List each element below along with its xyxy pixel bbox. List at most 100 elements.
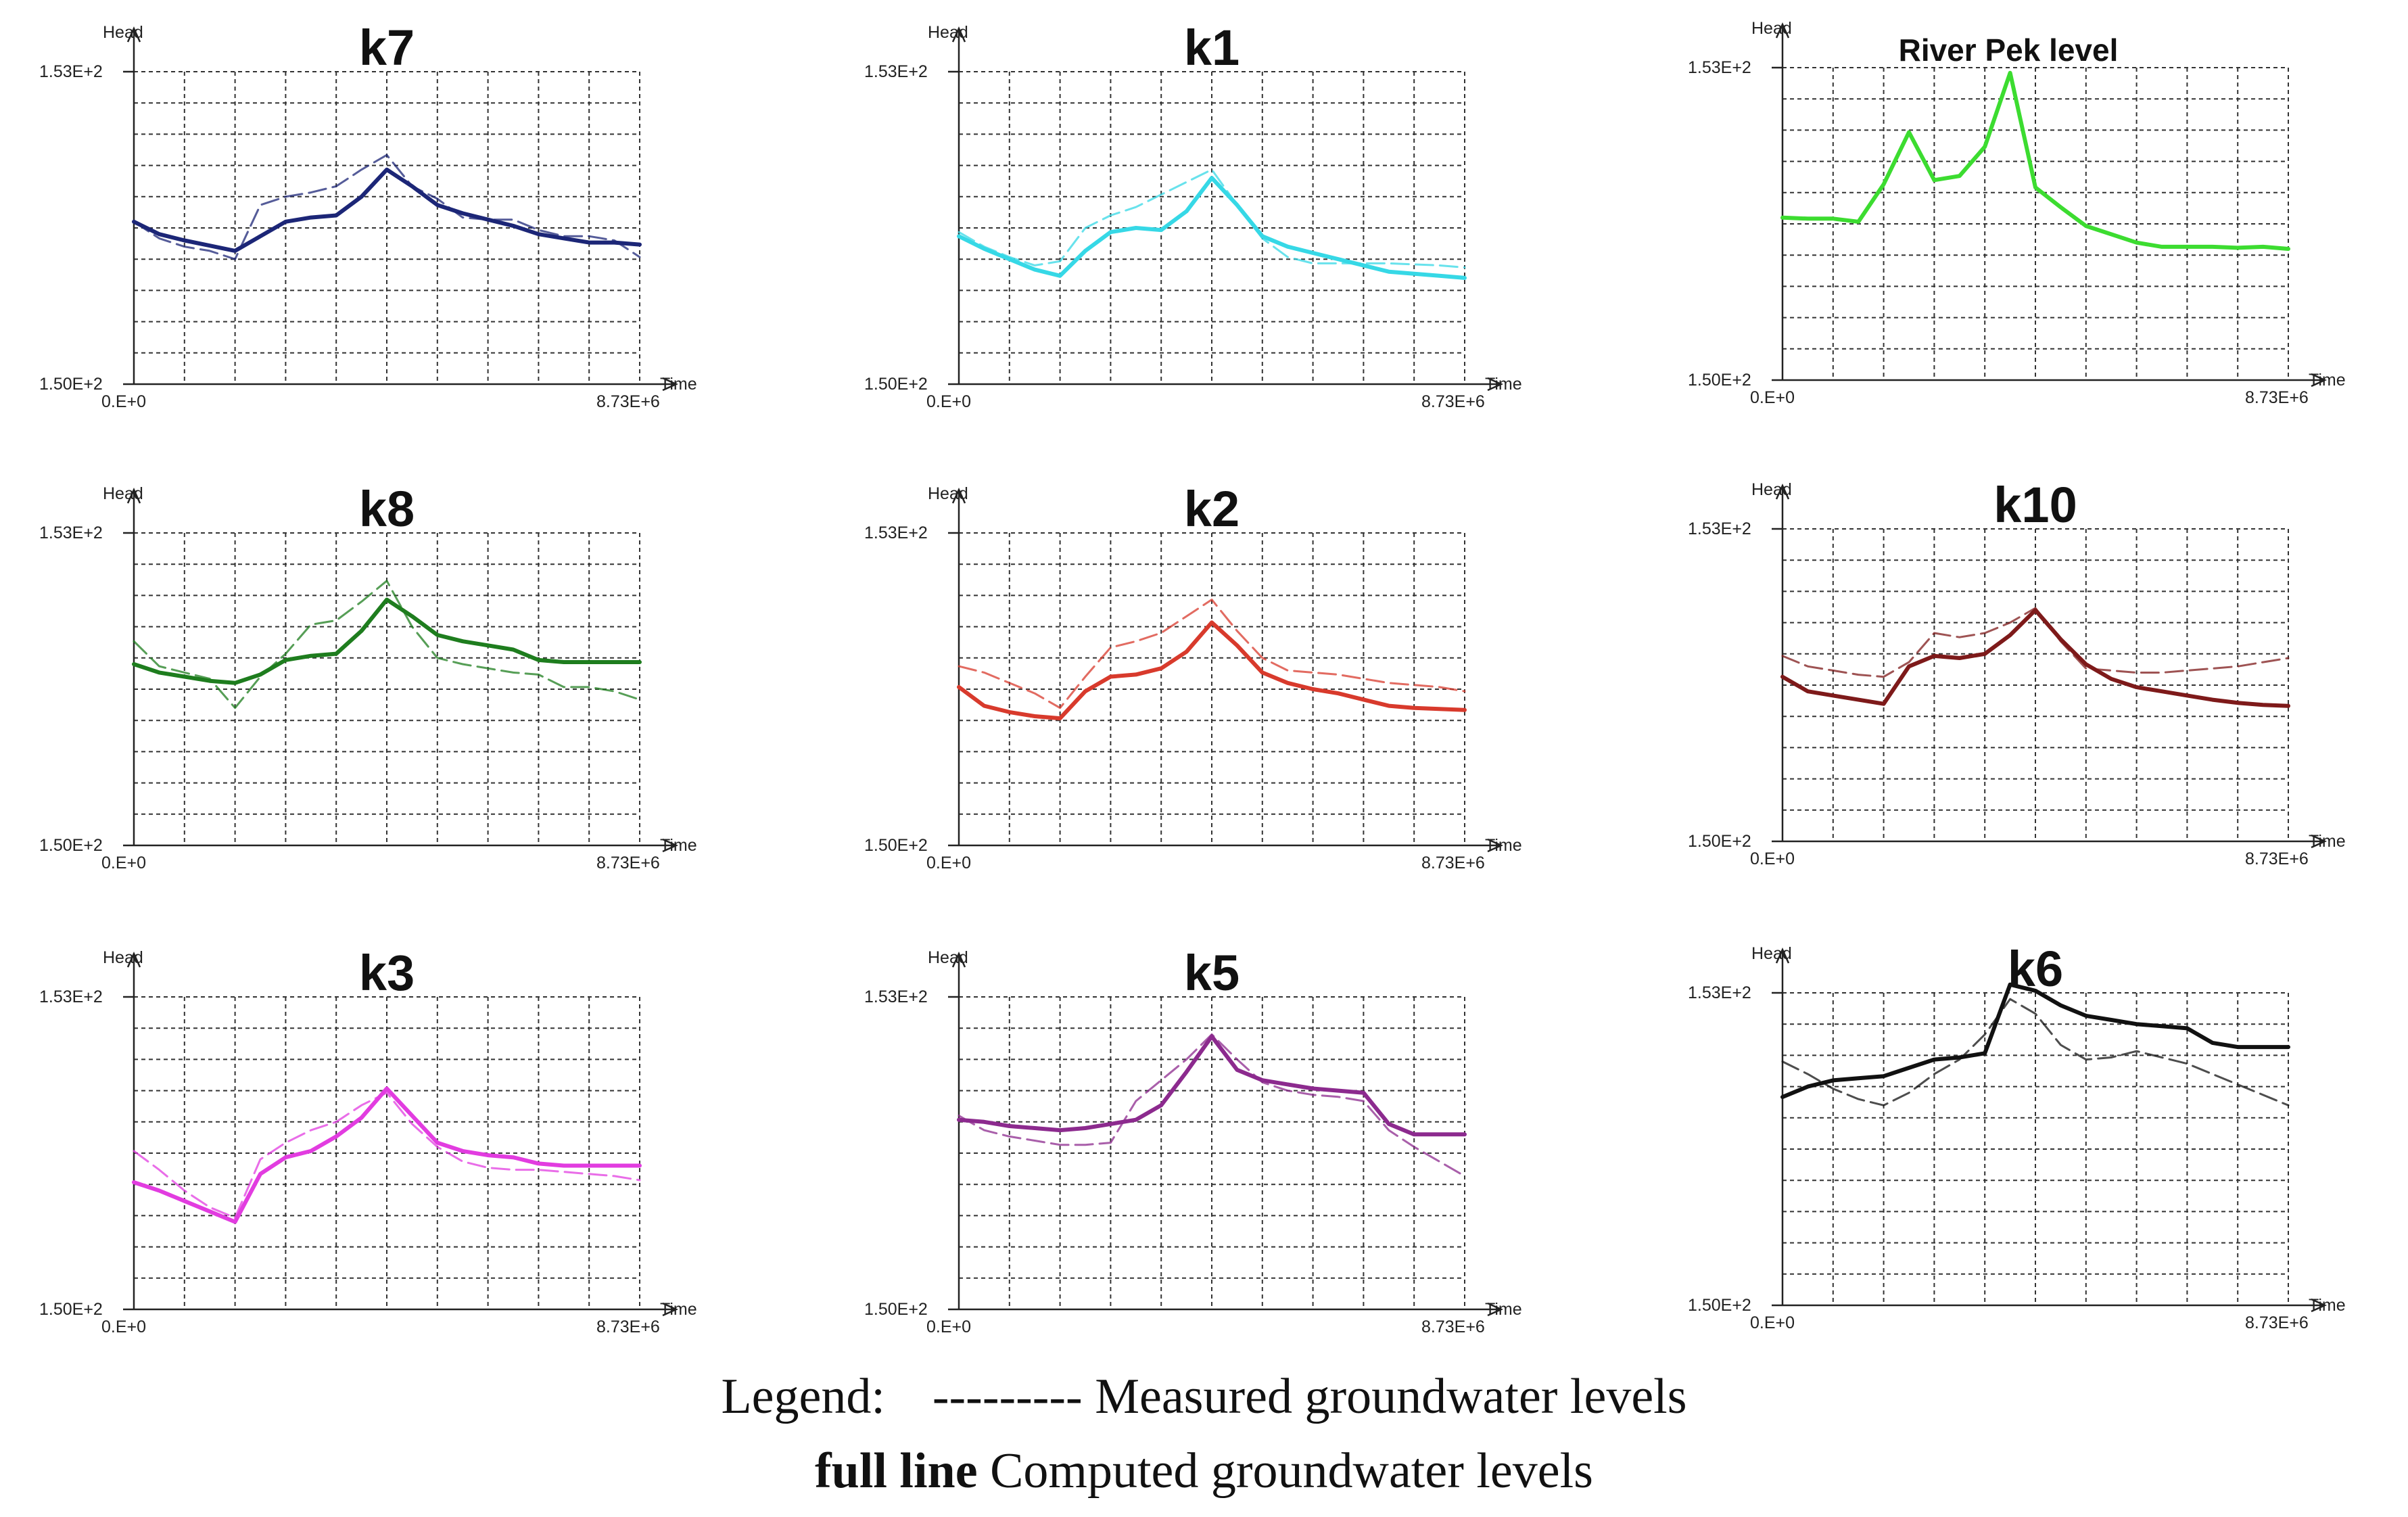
series-line-measured [958, 599, 1466, 709]
series-line-computed [957, 620, 1467, 721]
x-tick-label-min: 0.E+0 [926, 854, 971, 872]
chart-title: k8 [359, 481, 415, 537]
y-tick-label-max: 1.53E+2 [1688, 58, 1751, 77]
chart-title: k5 [1184, 945, 1240, 1001]
x-tick-label-min: 0.E+0 [101, 392, 146, 411]
legend-prefix: Legend: [721, 1369, 885, 1424]
y-axis-label: Head [1751, 19, 1792, 38]
legend-measured-text: Measured groundwater levels [1095, 1369, 1687, 1424]
series-line-computed [132, 167, 642, 253]
x-axis-arrow-icon [1487, 838, 1504, 853]
y-axis-label: Head [103, 948, 143, 967]
series-line-measured [133, 580, 641, 709]
y-axis-arrow-icon [126, 487, 141, 504]
y-axis-arrow-icon [1775, 22, 1790, 39]
x-axis-label: Time [2309, 371, 2346, 390]
y-axis-arrow-icon [126, 26, 141, 43]
series-line-computed [1780, 982, 2290, 1099]
y-tick-label-min: 1.50E+2 [1688, 832, 1751, 851]
y-axis-arrow-icon [951, 951, 966, 968]
x-axis-label: Time [660, 836, 697, 855]
series-line-measured [133, 154, 641, 260]
x-axis-label: Time [660, 1300, 697, 1319]
chart-title: k3 [359, 945, 415, 1001]
y-axis-arrow-icon [1775, 947, 1790, 964]
legend-measured-symbol: --------- [932, 1369, 1083, 1424]
x-tick-label-max: 8.73E+6 [596, 392, 660, 411]
series-line-measured [958, 168, 1466, 269]
legend-row-computed: full line Computed groundwater levels [0, 1434, 2408, 1508]
chart-title: k2 [1184, 481, 1240, 537]
x-tick-label-max: 8.73E+6 [596, 1317, 660, 1336]
x-axis-label: Time [1485, 1300, 1522, 1319]
x-axis-arrow-icon [2311, 834, 2328, 849]
y-tick-label-min: 1.50E+2 [39, 1300, 103, 1319]
x-axis-label: Time [1485, 836, 1522, 855]
x-tick-label-max: 8.73E+6 [596, 854, 660, 872]
series-line-computed [957, 176, 1467, 280]
x-tick-label-max: 8.73E+6 [1421, 392, 1485, 411]
series-line-computed [1780, 608, 2290, 708]
series-line-computed [1780, 70, 2290, 251]
x-axis-arrow-icon [1487, 1302, 1504, 1317]
x-axis-arrow-icon [662, 838, 679, 853]
x-axis-label: Time [2309, 1296, 2346, 1315]
y-axis-label: Head [928, 23, 968, 42]
chart-title: River Pek level [1899, 32, 2119, 68]
x-axis-arrow-icon [2311, 1298, 2328, 1313]
x-axis-arrow-icon [1487, 377, 1504, 392]
x-tick-label-min: 0.E+0 [1750, 388, 1795, 407]
x-tick-label-min: 0.E+0 [101, 1317, 146, 1336]
x-axis-label: Time [660, 375, 697, 394]
x-axis-label: Time [2309, 832, 2346, 851]
y-tick-label-max: 1.53E+2 [864, 62, 928, 81]
x-tick-label-min: 0.E+0 [926, 392, 971, 411]
y-axis-arrow-icon [1775, 483, 1790, 500]
y-axis-label: Head [928, 484, 968, 503]
y-tick-label-max: 1.53E+2 [1688, 983, 1751, 1002]
y-axis-arrow-icon [951, 26, 966, 43]
y-tick-label-max: 1.53E+2 [864, 987, 928, 1006]
series-line-computed [957, 1034, 1467, 1137]
legend-computed-text: Computed groundwater levels [990, 1443, 1593, 1499]
chart-title: k7 [359, 20, 415, 76]
y-tick-label-max: 1.53E+2 [39, 523, 103, 542]
y-tick-label-max: 1.53E+2 [1688, 519, 1751, 538]
series-line-measured [958, 1033, 1466, 1177]
y-tick-label-max: 1.53E+2 [39, 62, 103, 81]
x-tick-label-min: 0.E+0 [1750, 849, 1795, 868]
y-tick-label-max: 1.53E+2 [39, 987, 103, 1006]
y-tick-label-min: 1.50E+2 [39, 836, 103, 855]
x-tick-label-max: 8.73E+6 [2245, 388, 2309, 407]
x-axis-arrow-icon [2311, 373, 2328, 388]
y-tick-label-min: 1.50E+2 [39, 375, 103, 394]
y-axis-label: Head [1751, 480, 1792, 499]
x-tick-label-max: 8.73E+6 [2245, 1313, 2309, 1332]
series-line-measured [1781, 607, 2290, 678]
y-axis-label: Head [103, 23, 143, 42]
y-tick-label-min: 1.50E+2 [864, 836, 928, 855]
x-tick-label-max: 8.73E+6 [1421, 1317, 1485, 1336]
chart-title: k1 [1184, 20, 1240, 76]
legend-computed-symbol: full line [815, 1443, 978, 1499]
y-tick-label-min: 1.50E+2 [1688, 371, 1751, 390]
x-tick-label-min: 0.E+0 [926, 1317, 971, 1336]
x-tick-label-min: 0.E+0 [101, 854, 146, 872]
series-line-measured [1781, 998, 2290, 1106]
x-axis-arrow-icon [662, 1302, 679, 1317]
y-axis-arrow-icon [951, 487, 966, 504]
x-axis-label: Time [1485, 375, 1522, 394]
y-axis-label: Head [928, 948, 968, 967]
y-axis-label: Head [1751, 944, 1792, 963]
x-tick-label-max: 8.73E+6 [1421, 854, 1485, 872]
